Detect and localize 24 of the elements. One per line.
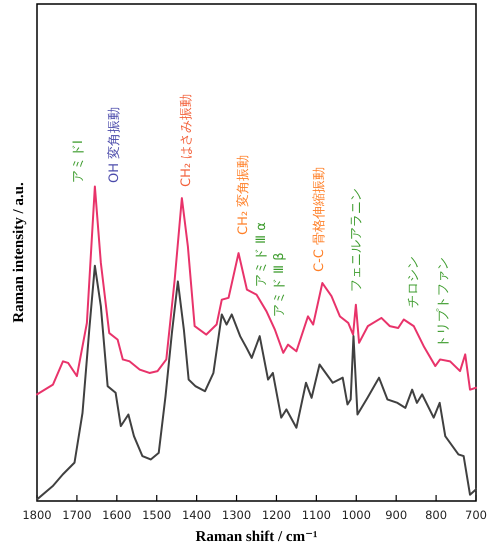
x-tick-label: 1000: [342, 508, 371, 522]
x-tick-label: 1100: [302, 508, 332, 522]
annotation: フェニルアラニン: [349, 188, 364, 292]
x-tick-label: 1800: [22, 508, 52, 522]
annotation: チロシン: [406, 256, 421, 308]
x-tick-label: 1200: [262, 508, 292, 522]
x-tick-label: 1700: [62, 508, 92, 522]
x-tick-label: 900: [385, 508, 408, 522]
annotation: アミド Ⅲ α: [254, 222, 269, 287]
annotation: C-C 骨格伸縮振動: [312, 167, 327, 272]
annotation: CH₂ はさみ振動: [179, 94, 194, 187]
x-tick-label: 1300: [222, 508, 252, 522]
annotation: アミドⅠ: [71, 140, 86, 183]
annotation: アミド Ⅲ β: [272, 252, 287, 317]
x-tick-label: 1500: [142, 508, 172, 522]
x-tick-label: 1600: [102, 508, 132, 522]
annotation: トリプトファン: [436, 257, 451, 348]
x-tick-label: 1400: [182, 508, 212, 522]
annotation: CH₂ 変角振動: [236, 154, 251, 235]
x-tick-label: 800: [425, 508, 448, 522]
annotation: OH 変角振動: [107, 106, 122, 183]
x-axis-title: Raman shift / cm⁻¹: [196, 529, 318, 545]
x-tick-label: 700: [465, 508, 487, 522]
y-axis-title: Raman intensity / a.u.: [11, 182, 27, 323]
